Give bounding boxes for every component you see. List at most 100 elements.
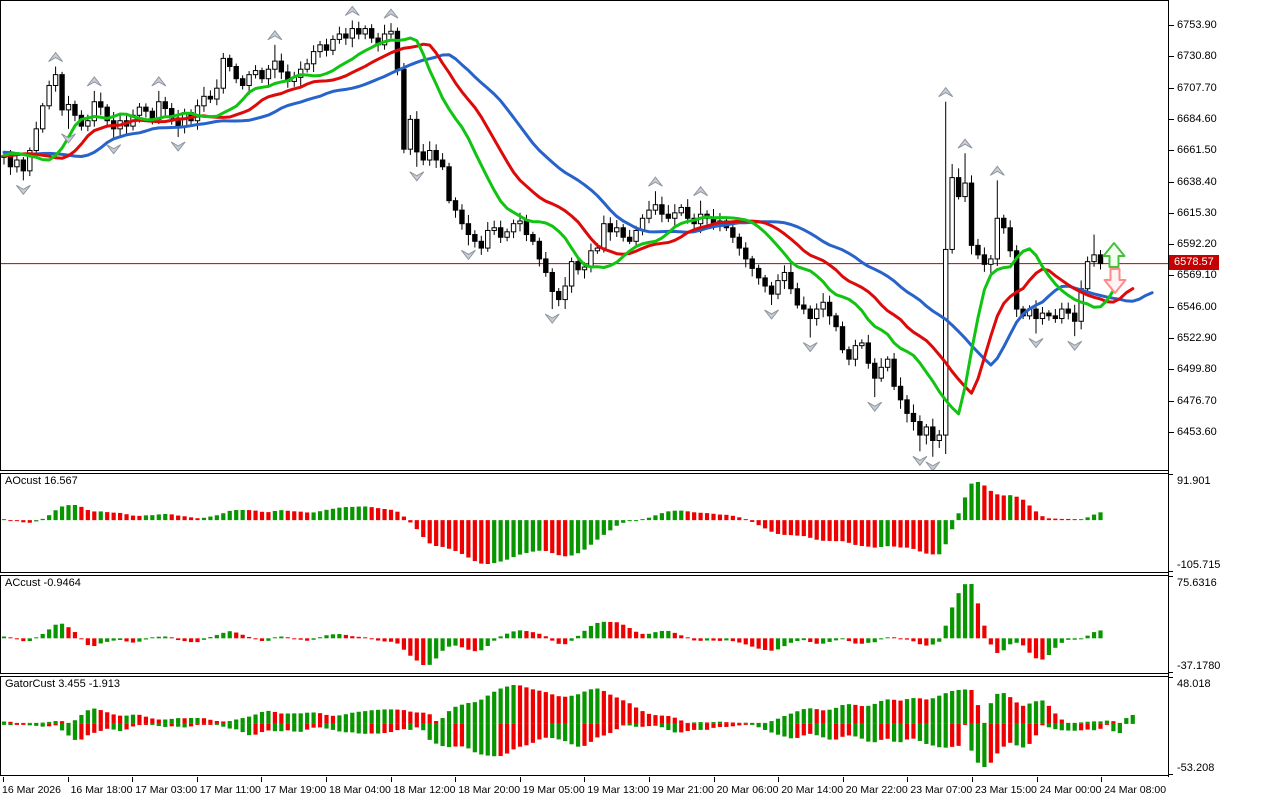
fractal-up-icon [48, 51, 63, 62]
gator-indicator-window[interactable]: GatorCust 3.455 -1.913 [0, 676, 1168, 776]
ac-bar [14, 638, 19, 640]
price-axis[interactable]: 6578.57 6753.90 6730.80 6707.70 6684.60 6661… [1168, 0, 1280, 777]
ao-bar [350, 506, 355, 521]
candle-body [52, 74, 59, 86]
ac-bar [911, 638, 916, 642]
ao-bar [621, 520, 626, 523]
ac-bar [163, 636, 168, 639]
ac-bar [898, 638, 903, 640]
ac-bar [305, 638, 310, 641]
gator-lower-bar [214, 723, 219, 725]
ac-bar [885, 637, 890, 639]
ac-indicator-window[interactable]: ACcust -0.9464 [0, 575, 1168, 674]
ao-bar [563, 520, 568, 557]
gator-upper-bar [1040, 700, 1045, 724]
gator-upper-bar [98, 710, 103, 724]
fractal-down-icon [409, 171, 425, 182]
ao-bar [414, 520, 419, 530]
gator-lower-bar [550, 723, 555, 739]
candle-body [755, 267, 762, 279]
ao-bar [221, 513, 226, 521]
ac-bar [917, 638, 922, 645]
ac-bar [272, 637, 277, 639]
ac-bar [505, 633, 510, 639]
ac-bar [317, 637, 323, 639]
gator-lower-bar [537, 723, 542, 740]
ac-bar [369, 638, 374, 640]
ao-bar [517, 520, 523, 555]
ac-bar [634, 631, 639, 639]
ac-bar [827, 638, 832, 642]
gator-lower-bar [524, 723, 529, 746]
time-tick [3, 777, 4, 782]
candle-body [194, 105, 201, 122]
gator-upper-bar [40, 722, 45, 724]
fractal-up-icon [938, 86, 954, 98]
ac-bar [27, 638, 32, 642]
gator-lower-bar [614, 723, 619, 730]
gator-upper-bar [253, 714, 258, 724]
main-chart-window[interactable] [0, 0, 1168, 471]
ac-bar [1085, 635, 1090, 639]
gator-upper-bar [950, 690, 955, 724]
gator-upper-bar [311, 712, 316, 724]
ao-bar [453, 520, 458, 551]
arrow-down-object[interactable] [1103, 268, 1127, 294]
gator-upper-bar [421, 712, 426, 724]
gator-histogram-canvas [1, 685, 1135, 767]
gator-upper-bar [517, 685, 523, 724]
ao-bar [885, 520, 890, 547]
gator-lower-bar [376, 723, 381, 734]
candle-body [665, 213, 672, 219]
gator-lower-bar [266, 723, 271, 731]
ao-bar [79, 506, 84, 521]
gator-upper-bar [975, 705, 981, 724]
candle-body [220, 57, 227, 89]
ac-bar [401, 638, 406, 650]
price-tick-label: 6522.90 [1177, 332, 1217, 344]
arrow-up-object[interactable] [1102, 242, 1126, 268]
ao-bar [924, 520, 929, 554]
candle-body [1052, 315, 1059, 320]
gator-upper-bar [440, 718, 445, 724]
ac-bar [1021, 638, 1026, 646]
fractal-down-icon [912, 455, 928, 467]
candle-body [678, 206, 684, 214]
ac-bar [124, 638, 129, 642]
price-tick-label: 6661.50 [1177, 144, 1217, 157]
ao-indicator-window[interactable]: AOcust 16.567 [0, 473, 1168, 573]
gator-upper-bar [943, 693, 948, 724]
ao-bar [169, 514, 174, 521]
candle-body [362, 28, 368, 35]
gator-upper-bar [1027, 703, 1032, 724]
gator-lower-bar [169, 723, 174, 727]
gator-lower-bar [343, 723, 348, 733]
ao-bar [472, 520, 477, 562]
ao-bar [363, 506, 368, 521]
ao-bar [679, 510, 684, 521]
gator-lower-bar [608, 723, 613, 733]
gator-lower-bar [130, 723, 136, 727]
ao-bar [859, 520, 864, 547]
ao-bar [814, 520, 819, 540]
gator-lower-bar [724, 723, 729, 727]
ac-bar [118, 638, 123, 640]
ao-bar [724, 514, 729, 521]
ac-bar [788, 638, 793, 643]
gator-lower-bar [247, 723, 252, 736]
candle-body [904, 399, 910, 414]
gator-lower-bar [737, 723, 742, 726]
gator-upper-bar [240, 718, 245, 724]
gator-upper-bar [1053, 713, 1058, 724]
gator-upper-bar [279, 713, 284, 724]
ac-bar [756, 638, 761, 649]
ao-bar [21, 520, 26, 523]
ac-bar [434, 638, 439, 659]
ac-bar [182, 638, 187, 642]
ac-bar [92, 638, 97, 647]
price-tick [1169, 400, 1174, 402]
time-axis[interactable]: 16 Mar 2026 16 Mar 18:00 17 Mar 03:00 17 Ma… [0, 777, 1168, 800]
gator-upper-bar [904, 699, 910, 724]
ac-bar [563, 638, 568, 645]
gator-scale-tick [1169, 774, 1173, 775]
